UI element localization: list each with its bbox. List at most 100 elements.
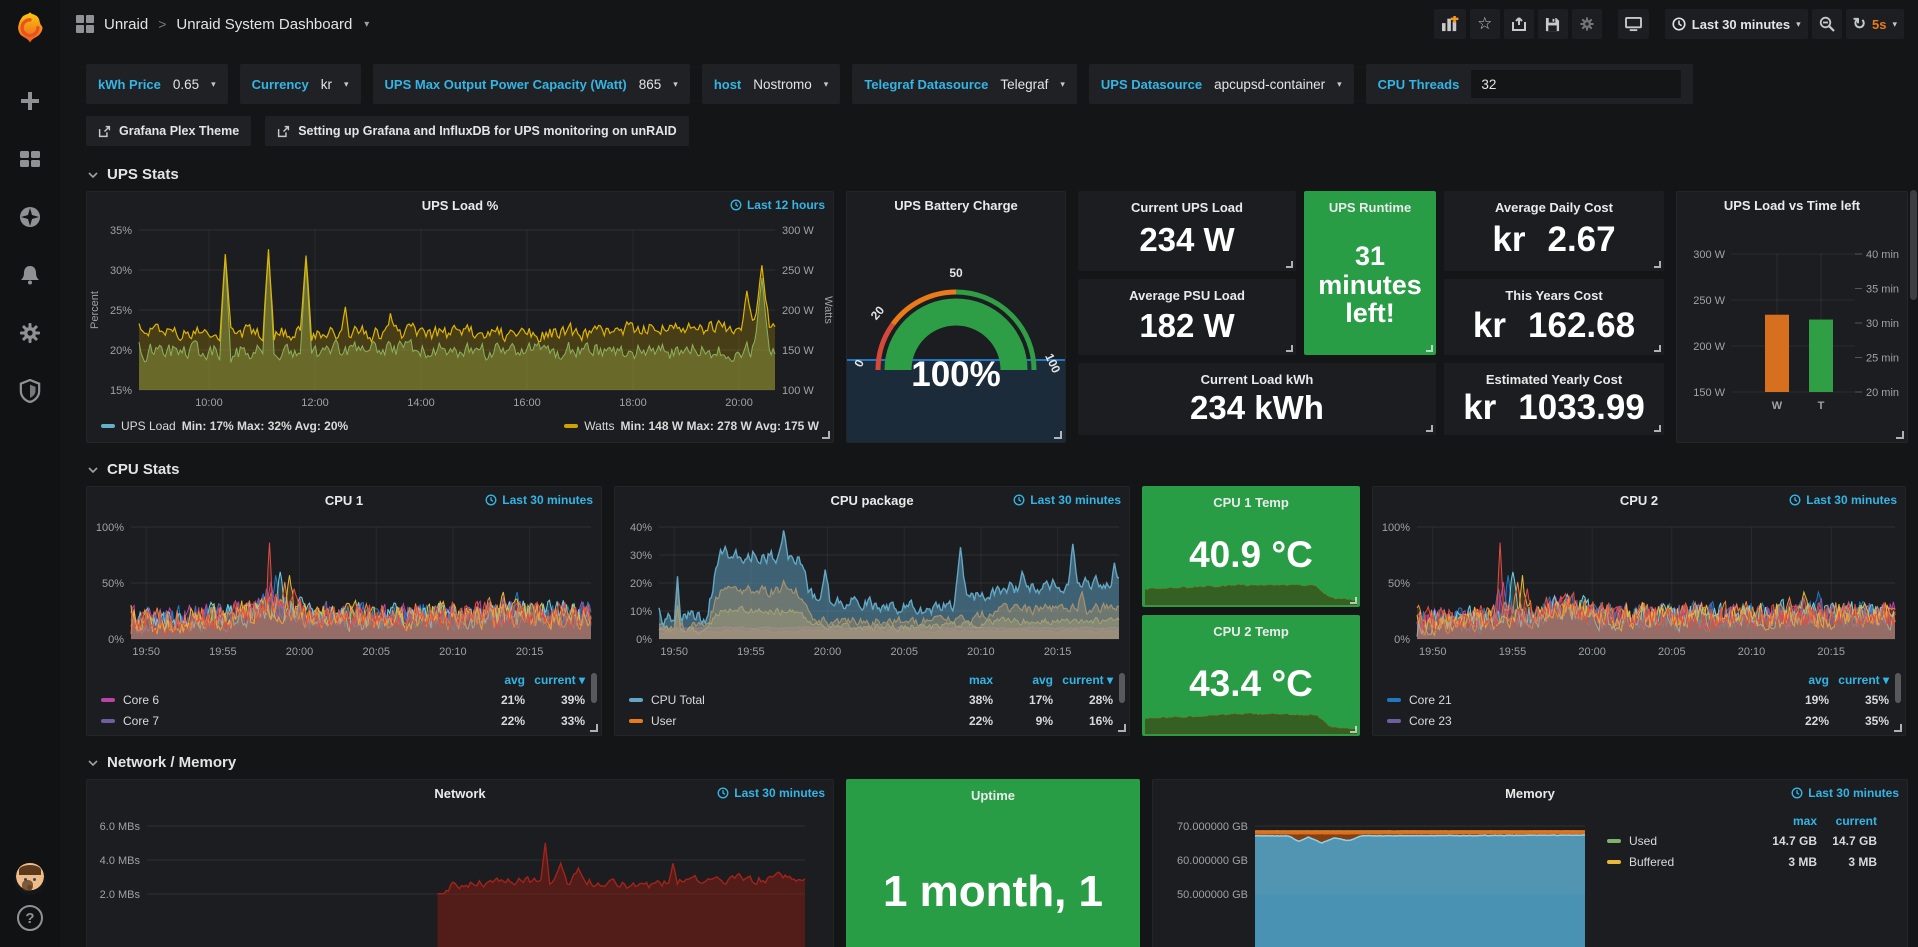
stat-current-ups-load[interactable]: Current UPS Load 234 W (1078, 191, 1296, 271)
legend-value: 3 MB (1788, 854, 1817, 869)
variable-ups-datasource[interactable]: UPS Datasource apcupsd-container ▾ (1088, 64, 1354, 104)
time-range-picker[interactable]: Last 30 minutes ▾ (1664, 9, 1808, 39)
legend-column-current[interactable]: current (1835, 814, 1877, 828)
legend-series-name[interactable]: Used (1607, 834, 1757, 848)
cpu1-chart[interactable]: 100% 50% 0% 19:50 19:55 20:00 20:05 20:10 20:15 (87, 513, 601, 671)
variable-kwh-price[interactable]: kWh Price 0.65 ▾ (86, 64, 228, 104)
server-admin-shield-icon[interactable] (7, 368, 53, 414)
panel-title[interactable]: UPS Load vs Time left (1723, 197, 1861, 213)
cycle-view-monitor-button[interactable] (1617, 9, 1649, 39)
battery-gauge-chart[interactable]: 0 20 50 100 100% (847, 218, 1065, 442)
legend-column-avg[interactable]: avg (1032, 673, 1053, 687)
grafana-logo-icon[interactable] (12, 10, 48, 46)
ups-load-chart[interactable]: 35% 300 W 30% 250 W 25% 200 W 20% 150 W 15% 100 W… (87, 218, 833, 416)
legend-column-max[interactable]: max (1792, 814, 1817, 828)
breadcrumb-app[interactable]: Unraid (104, 15, 149, 33)
stat-average-daily-cost[interactable]: Average Daily Cost kr 2.67 (1444, 191, 1664, 271)
cpu1-legend: avg current ▾ Core 6 21% 39% Core 7 22% 33% (87, 671, 601, 733)
panel-title[interactable]: Memory (1505, 785, 1555, 801)
stat-cpu2-temp[interactable]: CPU 2 Temp 43.4 °C (1142, 615, 1360, 736)
legend-series-name[interactable]: Buffered (1607, 855, 1757, 869)
user-avatar[interactable] (14, 863, 46, 895)
variable-value[interactable]: kr (320, 76, 332, 92)
stat-ups-runtime[interactable]: UPS Runtime 31 minutes left! (1304, 191, 1436, 355)
star-dashboard-button[interactable]: ☆ (1469, 9, 1500, 39)
panel-timerange-link[interactable]: Last 12 hours (730, 192, 825, 218)
legend-series-name[interactable]: CPU Total (629, 693, 933, 707)
refresh-button[interactable]: ↻ 5s ▾ (1845, 9, 1904, 39)
variable-telegraf-datasource[interactable]: Telegraf Datasource Telegraf ▾ (852, 64, 1077, 104)
variable-host[interactable]: host Nostromo ▾ (701, 64, 841, 104)
legend-series-name[interactable]: User (629, 714, 933, 728)
legend-column-max[interactable]: max (968, 673, 993, 687)
legend-column-current[interactable]: current ▾ (1838, 673, 1889, 687)
configuration-gear-icon[interactable] (7, 310, 53, 356)
dashboard-link[interactable]: Setting up Grafana and InfluxDB for UPS … (265, 116, 689, 146)
stat-estimated-yearly-cost[interactable]: Estimated Yearly Cost kr 1033.99 (1444, 363, 1664, 435)
section-header-network-memory[interactable]: Network / Memory (88, 754, 1908, 771)
panel-timerange-link[interactable]: Last 30 minutes (1791, 780, 1899, 806)
variable-cpu-threads[interactable]: CPU Threads 32 (1365, 64, 1694, 104)
stat-cpu1-temp[interactable]: CPU 1 Temp 40.9 °C (1142, 486, 1360, 607)
dashboard-scroll-area[interactable]: kWh Price 0.65 ▾ Currency kr ▾ UPS Max Output … (60, 48, 1918, 947)
dashboards-icon[interactable] (7, 136, 53, 182)
panel-timerange-link[interactable]: Last 30 minutes (717, 780, 825, 806)
breadcrumb-dashboard[interactable]: Unraid System Dashboard (176, 15, 353, 33)
legend-column-current[interactable]: current ▾ (534, 673, 585, 687)
legend-column-avg[interactable]: avg (504, 673, 525, 687)
zoom-out-time-button[interactable] (1811, 9, 1842, 39)
svg-text:20 min: 20 min (1866, 387, 1899, 399)
panel-title[interactable]: CPU 2 (1619, 492, 1659, 508)
variable-currency[interactable]: Currency kr ▾ (239, 64, 361, 104)
stat-average-psu-load[interactable]: Average PSU Load 182 W (1078, 279, 1296, 355)
variable-value[interactable]: 0.65 (172, 76, 200, 92)
panel-title[interactable]: CPU 1 (324, 492, 364, 508)
alerting-bell-icon[interactable] (7, 252, 53, 298)
create-plus-icon[interactable] (7, 78, 53, 124)
variable-value[interactable]: Telegraf (1000, 76, 1049, 92)
legend-column-avg[interactable]: avg (1808, 673, 1829, 687)
stat-current-load-kwh[interactable]: Current Load kWh 234 kWh (1078, 363, 1436, 435)
panel-title[interactable]: Network (434, 785, 486, 801)
cpu-package-chart[interactable]: 40% 30% 20% 10% 0% 19:50 19:55 20:00 20:05 20:10 2… (615, 513, 1129, 671)
dashboard-settings-button[interactable] (1571, 9, 1602, 39)
panel-title[interactable]: UPS Battery Charge (894, 197, 1018, 213)
variable-value[interactable]: 865 (638, 76, 662, 92)
save-dashboard-button[interactable] (1537, 9, 1568, 39)
page-scrollbar-thumb[interactable] (1910, 190, 1917, 300)
panel-timerange-link[interactable]: Last 30 minutes (1789, 487, 1897, 513)
legend-series-watts[interactable]: Watts (584, 419, 615, 433)
explore-compass-icon[interactable] (7, 194, 53, 240)
section-header-ups-stats[interactable]: UPS Stats (88, 166, 1908, 183)
help-icon[interactable]: ? (17, 905, 43, 931)
panel-timerange-link[interactable]: Last 30 minutes (1013, 487, 1121, 513)
legend-column-current[interactable]: current ▾ (1062, 673, 1113, 687)
panel-timerange-link[interactable]: Last 30 minutes (485, 487, 593, 513)
legend-scrollbar-thumb[interactable] (1895, 673, 1901, 703)
share-dashboard-button[interactable] (1503, 9, 1534, 39)
variable-ups-max-output-power-capacity-watt[interactable]: UPS Max Output Power Capacity (Watt) 865 ▾ (372, 64, 690, 104)
legend-scrollbar-thumb[interactable] (591, 673, 597, 703)
legend-scrollbar-thumb[interactable] (1119, 673, 1125, 703)
stat-this-years-cost[interactable]: This Years Cost kr 162.68 (1444, 279, 1664, 355)
variable-value[interactable]: Nostromo (753, 76, 812, 92)
add-panel-button[interactable] (1433, 9, 1466, 39)
variable-input[interactable]: 32 (1471, 70, 1682, 98)
cpu2-chart[interactable]: 100% 50% 0% 19:50 19:55 20:00 20:05 20:10 20:15 (1373, 513, 1905, 671)
ups-load-vs-time-chart[interactable]: 300 W 250 W 200 W 150 W 40 min 35 min 30 min 25… (1677, 218, 1907, 442)
network-chart[interactable]: 6.0 MBs 4.0 MBs 2.0 MBs (87, 806, 833, 947)
dashboard-link[interactable]: Grafana Plex Theme (86, 116, 252, 146)
legend-series-ups-load[interactable]: UPS Load (121, 419, 176, 433)
panel-title[interactable]: CPU package (830, 492, 914, 508)
memory-chart[interactable]: 70.000000 GB 60.000000 GB 50.000000 GB (1153, 806, 1907, 947)
legend-series-name[interactable]: Core 23 (1387, 714, 1769, 728)
legend-series-name[interactable]: Core 21 (1387, 693, 1769, 707)
legend-series-name[interactable]: Core 6 (101, 693, 465, 707)
stat-uptime[interactable]: Uptime 1 month, 1 (846, 779, 1140, 947)
legend-series-name[interactable]: Core 7 (101, 714, 465, 728)
section-header-cpu-stats[interactable]: CPU Stats (88, 461, 1908, 478)
panel-title[interactable]: UPS Load % (421, 197, 499, 213)
dashboard-dropdown-caret-icon[interactable]: ▾ (364, 18, 370, 30)
dashboard-grid-icon[interactable] (76, 15, 94, 33)
variable-value[interactable]: apcupsd-container (1214, 76, 1326, 92)
